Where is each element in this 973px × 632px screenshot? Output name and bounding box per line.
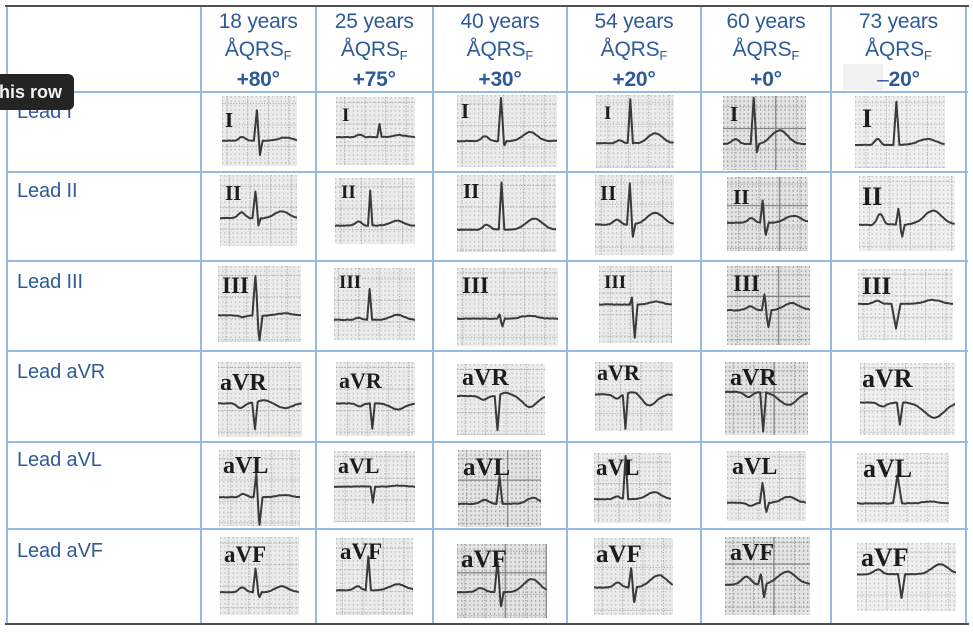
- svg-text:aVF: aVF: [861, 543, 909, 572]
- svg-text:I: I: [342, 105, 349, 126]
- svg-text:aVL: aVL: [223, 453, 268, 479]
- svg-text:III: III: [339, 272, 361, 293]
- svg-text:I: I: [604, 103, 611, 124]
- svg-text:II: II: [225, 181, 241, 205]
- svg-text:aVF: aVF: [461, 546, 507, 573]
- svg-text:aVF: aVF: [340, 539, 382, 564]
- svg-text:I: I: [862, 104, 872, 133]
- svg-text:II: II: [600, 181, 616, 205]
- svg-text:aVR: aVR: [730, 365, 777, 391]
- svg-text:aVL: aVL: [596, 455, 639, 480]
- svg-text:III: III: [604, 272, 626, 293]
- svg-text:aVF: aVF: [596, 541, 642, 568]
- svg-text:aVL: aVL: [732, 454, 777, 480]
- svg-text:aVL: aVL: [338, 453, 380, 478]
- svg-text:aVF: aVF: [224, 542, 266, 567]
- svg-text:aVR: aVR: [339, 368, 383, 393]
- svg-text:aVF: aVF: [730, 540, 774, 566]
- svg-text:aVL: aVL: [463, 454, 510, 481]
- svg-text:I: I: [461, 99, 469, 123]
- svg-text:aVL: aVL: [863, 454, 912, 483]
- svg-text:III: III: [862, 273, 891, 300]
- svg-text:I: I: [225, 108, 233, 132]
- svg-text:II: II: [862, 182, 882, 211]
- svg-text:aVR: aVR: [862, 364, 913, 393]
- svg-text:III: III: [222, 273, 249, 298]
- svg-text:aVR: aVR: [597, 362, 641, 385]
- svg-text:II: II: [463, 179, 479, 203]
- svg-text:I: I: [730, 102, 738, 126]
- svg-text:II: II: [733, 185, 749, 209]
- svg-text:III: III: [462, 273, 489, 298]
- svg-text:III: III: [733, 271, 760, 296]
- svg-text:aVR: aVR: [462, 365, 509, 391]
- svg-text:aVR: aVR: [220, 370, 267, 396]
- svg-text:II: II: [341, 182, 356, 203]
